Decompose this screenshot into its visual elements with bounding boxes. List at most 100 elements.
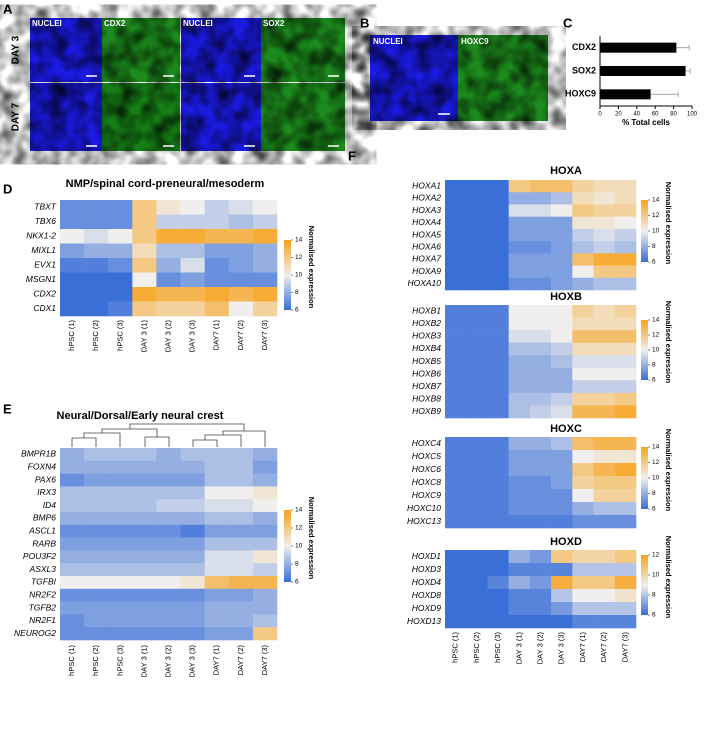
colorbar-label: Normalised expression (664, 536, 673, 619)
row-label: IRX3 (37, 487, 56, 497)
column-label: DAY7 (3) (260, 320, 269, 351)
row-label: HOXD3 (412, 564, 442, 574)
heatmap-cell (487, 615, 509, 629)
heatmap-cell (508, 392, 531, 406)
heatmap-cell (108, 537, 133, 551)
column-label: DAY7 (1) (212, 645, 221, 676)
heatmap-cell (252, 229, 278, 244)
heatmap-cell (228, 243, 254, 259)
colorbar (641, 320, 648, 380)
heatmap-cell (108, 287, 133, 302)
heatmap-cell (614, 550, 637, 564)
heatmap-cell (593, 550, 616, 564)
heatmap-cell (445, 355, 467, 369)
heatmap-cell (156, 550, 181, 564)
column-label: DAY7 (2) (599, 632, 608, 663)
heatmap-cell (466, 563, 488, 577)
heatmap-cell (508, 330, 531, 343)
heatmap-cell (593, 615, 616, 629)
heatmap-title: HOXC (550, 423, 582, 435)
heatmap-cell (204, 614, 230, 628)
x-tick-label: 80 (670, 112, 677, 118)
heatmap-cell (508, 502, 531, 516)
heatmap-cell (445, 602, 467, 616)
heatmap-cell (466, 576, 488, 590)
panel-label: F (348, 148, 356, 163)
row-label: HOXB9 (412, 406, 441, 416)
heatmap-cell (466, 192, 488, 205)
heatmap-cell (572, 392, 594, 406)
heatmap-cell (551, 265, 573, 279)
colorbar (284, 510, 291, 582)
heatmap-cell (466, 253, 488, 266)
heatmap-cell (84, 258, 109, 273)
heatmap-cell (252, 499, 278, 513)
heatmap-cell (204, 243, 230, 259)
row-label: PAX6 (35, 474, 56, 484)
heatmap-cell (593, 576, 616, 590)
heatmap-cell (84, 550, 109, 564)
heatmap-cell (108, 601, 133, 615)
row-label: ASXL3 (29, 564, 57, 574)
heatmap-cell (204, 563, 230, 577)
heatmap-cell (593, 450, 616, 464)
heatmap-cell (529, 563, 552, 577)
colorbar-tick-label: 14 (652, 444, 660, 451)
heatmap-cell (204, 272, 230, 288)
heatmap-cell (551, 450, 573, 464)
heatmap-cell (614, 180, 637, 193)
heatmap-cell (572, 342, 594, 356)
heatmap-cell (228, 200, 254, 215)
heatmap-cell (445, 515, 467, 529)
heatmap-cell (593, 180, 616, 193)
heatmap-cell (593, 589, 616, 603)
heatmap-cell (508, 277, 531, 291)
heatmap-cell (593, 317, 616, 331)
heatmap-cell (108, 473, 133, 487)
heatmap-cell (508, 180, 531, 193)
heatmap-cell (614, 502, 637, 516)
heatmap-cell (466, 241, 488, 254)
heatmap-cell (466, 437, 488, 451)
panel-label: A (3, 1, 13, 16)
x-tick-label: 0 (598, 112, 602, 118)
row-label: TBX6 (35, 216, 57, 226)
heatmap-cell (84, 576, 109, 590)
heatmap-cell (108, 576, 133, 590)
heatmap-cell (466, 330, 488, 343)
heatmap-cell (466, 305, 488, 318)
row-label: TGFBI (31, 577, 57, 587)
heatmap-cell (108, 486, 133, 500)
heatmap-cell (132, 524, 157, 538)
heatmap-cell (445, 615, 467, 629)
heatmap-cell (204, 524, 230, 538)
heatmap-cell (132, 499, 157, 513)
channel-label: NUCLEI (373, 37, 403, 46)
heatmap-cell (156, 448, 181, 462)
heatmap-cell (108, 200, 133, 215)
panel-label: B (360, 15, 369, 30)
heatmap-cell (572, 476, 594, 490)
heatmap-cell (252, 537, 278, 551)
heatmap-cell (593, 277, 616, 291)
row-label: MSGN1 (26, 274, 57, 284)
colorbar-tick-label: 10 (295, 272, 303, 279)
heatmap-cell (60, 473, 85, 487)
row-label: BMPR1B (21, 449, 56, 459)
heatmap-cell (551, 489, 573, 503)
heatmap-cell (156, 301, 181, 317)
heatmap-cell (108, 301, 133, 317)
heatmap-cell (252, 272, 278, 288)
x-tick-label: 100 (687, 112, 698, 118)
colorbar-tick-label: 14 (295, 237, 303, 244)
heatmap-cell (551, 463, 573, 477)
heatmap-cell (445, 241, 467, 254)
heatmap-cell (156, 486, 181, 500)
heatmap-cell (466, 502, 488, 516)
heatmap-cell (180, 537, 205, 551)
heatmap-cell (508, 305, 531, 318)
x-axis-label: % Total cells (622, 118, 670, 127)
heatmap-cell (487, 241, 509, 254)
heatmap-cell (84, 473, 109, 487)
row-label: HOXA7 (412, 254, 441, 264)
